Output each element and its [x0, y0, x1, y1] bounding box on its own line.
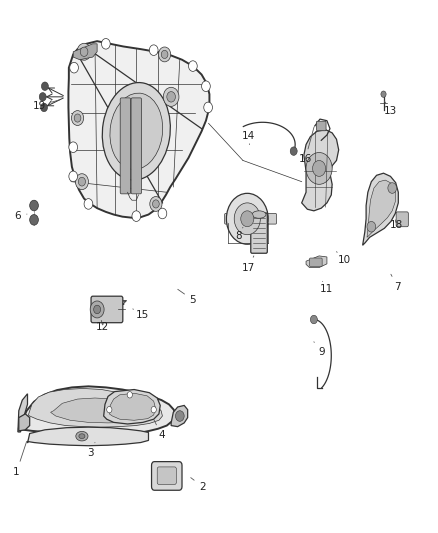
FancyBboxPatch shape: [131, 98, 141, 194]
Circle shape: [30, 200, 39, 211]
Circle shape: [306, 152, 332, 184]
Ellipse shape: [76, 431, 88, 441]
Circle shape: [167, 92, 176, 102]
Circle shape: [152, 200, 159, 208]
Text: 15: 15: [133, 309, 149, 320]
Circle shape: [234, 203, 260, 235]
FancyBboxPatch shape: [157, 467, 177, 484]
Polygon shape: [363, 173, 398, 245]
Circle shape: [90, 301, 104, 318]
FancyBboxPatch shape: [91, 296, 123, 322]
Polygon shape: [367, 180, 395, 237]
Circle shape: [42, 82, 48, 91]
Circle shape: [201, 81, 210, 92]
Polygon shape: [68, 41, 209, 217]
Text: 5: 5: [178, 289, 196, 305]
Ellipse shape: [110, 93, 162, 169]
Circle shape: [159, 47, 171, 62]
FancyBboxPatch shape: [396, 212, 408, 227]
Text: 12: 12: [96, 322, 109, 333]
Circle shape: [70, 62, 78, 73]
Polygon shape: [28, 427, 148, 446]
Circle shape: [204, 102, 212, 113]
Circle shape: [388, 183, 396, 193]
Text: 3: 3: [87, 442, 95, 458]
Circle shape: [149, 45, 158, 55]
Circle shape: [176, 411, 184, 421]
Text: 16: 16: [299, 127, 314, 164]
Circle shape: [107, 407, 112, 413]
Circle shape: [94, 305, 101, 314]
Ellipse shape: [102, 83, 170, 180]
Circle shape: [151, 407, 156, 413]
Circle shape: [30, 215, 39, 225]
Circle shape: [127, 392, 132, 398]
FancyBboxPatch shape: [266, 214, 276, 224]
Text: 11: 11: [320, 281, 334, 294]
Circle shape: [381, 91, 386, 98]
Polygon shape: [18, 394, 28, 432]
Ellipse shape: [252, 211, 266, 218]
FancyBboxPatch shape: [317, 121, 326, 131]
Circle shape: [84, 199, 93, 209]
Text: 10: 10: [336, 252, 351, 265]
Text: 4: 4: [154, 420, 165, 440]
Polygon shape: [302, 130, 339, 211]
Text: 7: 7: [391, 274, 401, 292]
Text: 13: 13: [384, 101, 398, 116]
Text: 8: 8: [235, 227, 243, 241]
Polygon shape: [73, 44, 97, 60]
Circle shape: [69, 171, 78, 182]
FancyBboxPatch shape: [225, 214, 235, 224]
Polygon shape: [110, 393, 155, 420]
Text: 6: 6: [14, 211, 27, 221]
Circle shape: [71, 111, 84, 125]
Text: 2: 2: [191, 478, 206, 491]
Circle shape: [161, 50, 168, 59]
Circle shape: [102, 38, 110, 49]
Circle shape: [313, 160, 325, 176]
Text: 9: 9: [314, 342, 325, 358]
Circle shape: [241, 211, 254, 227]
Circle shape: [132, 211, 141, 221]
Text: 14: 14: [242, 131, 255, 144]
Text: 17: 17: [242, 256, 255, 272]
Ellipse shape: [79, 434, 85, 439]
Circle shape: [80, 47, 88, 56]
Circle shape: [290, 147, 297, 156]
Circle shape: [75, 174, 88, 190]
Polygon shape: [104, 390, 160, 424]
FancyBboxPatch shape: [152, 462, 182, 490]
Circle shape: [78, 177, 85, 186]
Circle shape: [188, 61, 197, 71]
Text: 19: 19: [33, 100, 60, 111]
Circle shape: [39, 93, 46, 101]
Circle shape: [311, 316, 318, 324]
Circle shape: [77, 43, 91, 60]
Circle shape: [226, 193, 268, 244]
Polygon shape: [171, 406, 187, 426]
Circle shape: [163, 87, 179, 107]
Circle shape: [41, 103, 47, 112]
FancyBboxPatch shape: [120, 98, 131, 194]
Polygon shape: [19, 414, 30, 431]
Polygon shape: [50, 398, 154, 423]
Circle shape: [150, 197, 162, 212]
Circle shape: [74, 114, 81, 122]
Circle shape: [158, 208, 167, 219]
FancyBboxPatch shape: [251, 213, 267, 253]
Polygon shape: [306, 256, 327, 268]
Polygon shape: [19, 386, 176, 436]
Text: 18: 18: [390, 220, 403, 230]
Polygon shape: [28, 389, 162, 427]
Circle shape: [69, 142, 78, 152]
FancyBboxPatch shape: [310, 258, 322, 266]
Text: 1: 1: [13, 441, 27, 477]
Circle shape: [367, 221, 376, 232]
